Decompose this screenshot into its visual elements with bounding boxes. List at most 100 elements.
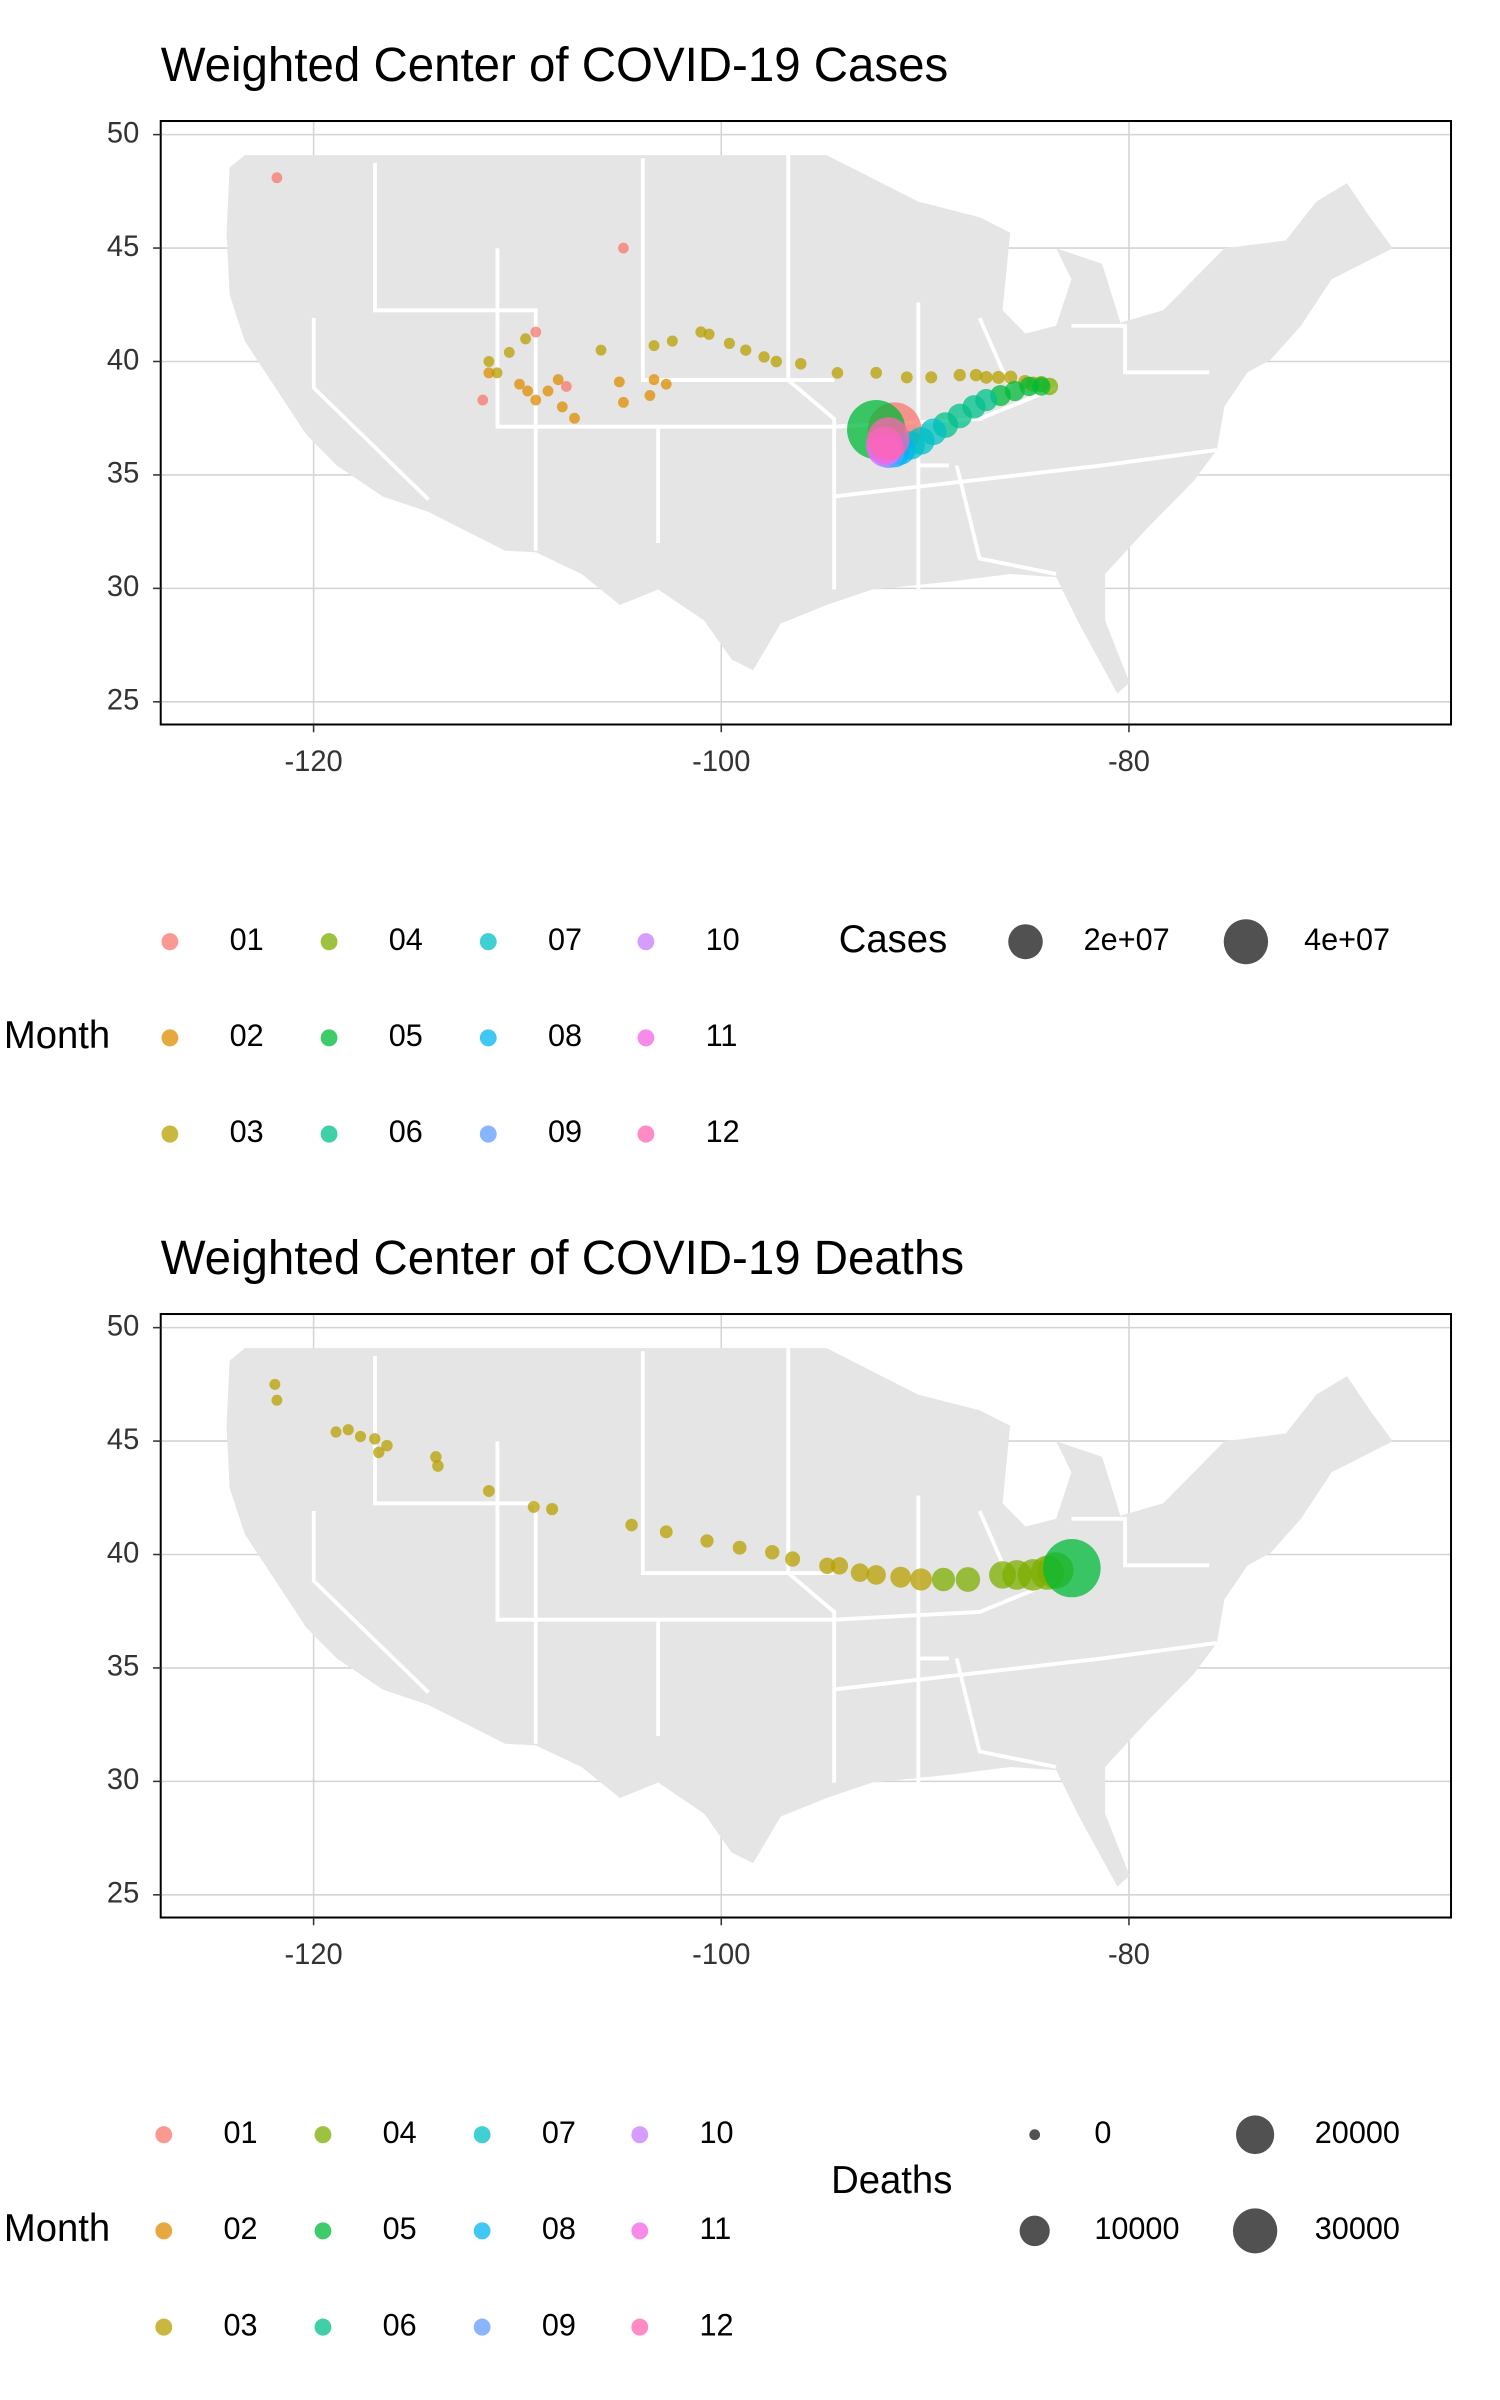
size-label: 0 (1094, 2115, 1111, 2150)
legend-swatch (473, 2222, 491, 2240)
point (618, 396, 629, 408)
point (969, 368, 983, 382)
point (758, 351, 770, 363)
point (765, 1544, 780, 1560)
x-tick-label: -100 (692, 746, 750, 778)
y-tick-label: 50 (107, 1310, 139, 1342)
map (226, 1346, 1393, 1887)
point (373, 1446, 385, 1459)
legend-label: 07 (548, 922, 582, 957)
legend-label: 01 (230, 922, 264, 957)
legend-label: 04 (383, 2115, 417, 2150)
point (1043, 1538, 1101, 1598)
legend-label: 12 (706, 1114, 740, 1149)
point (330, 1426, 342, 1438)
point (723, 337, 735, 349)
size-label: 10000 (1094, 2211, 1179, 2246)
point (866, 1565, 886, 1585)
point (430, 1451, 442, 1463)
point (618, 242, 629, 254)
legend-swatch (161, 933, 179, 951)
point (520, 333, 532, 345)
legend-label: 08 (548, 1018, 582, 1053)
point (560, 381, 572, 392)
legend-label: 02 (230, 1018, 264, 1053)
x-tick-label: -80 (1108, 746, 1150, 778)
map (226, 153, 1393, 694)
point (925, 371, 938, 384)
legend-label: 10 (706, 922, 740, 957)
point (979, 370, 993, 384)
legend-swatch (161, 1125, 179, 1143)
legend-label: 05 (389, 1018, 423, 1053)
legend-swatch (473, 2126, 491, 2144)
legend-swatch (320, 1125, 338, 1143)
point (703, 328, 715, 340)
panel-border (159, 120, 1453, 726)
legend: Month 01 02 03 04 05 06 07 08 09 10 11 12 Cases 2e+07 4… (4, 918, 1390, 1150)
point (770, 355, 782, 368)
point (870, 366, 883, 379)
point (732, 1540, 747, 1555)
y-tick-label: 25 (107, 684, 139, 716)
size-swatch (1008, 924, 1043, 960)
size-label: 2e+07 (1084, 922, 1170, 957)
point (660, 378, 672, 390)
panel: Weighted Center of COVID-19 Cases Month 0… (4, 39, 1453, 1150)
legend-swatch (637, 1125, 655, 1143)
legend-swatch (637, 1029, 655, 1047)
point (830, 1557, 849, 1575)
point (342, 1424, 354, 1436)
point (269, 1378, 281, 1390)
y-tick-label: 50 (107, 117, 139, 149)
y-tick-label: 40 (107, 1537, 139, 1569)
y-tick-label: 45 (107, 1424, 139, 1456)
y-tick-label: 45 (107, 231, 139, 263)
legend-title: Month (4, 2207, 110, 2250)
y-tick-label: 40 (107, 344, 139, 376)
legend: Month 01 02 03 04 05 06 07 08 09 10 11 12 Deaths 0 1000… (4, 2115, 1400, 2343)
point (546, 1503, 559, 1516)
legend-swatch (161, 1029, 179, 1047)
legend-label: 06 (389, 1114, 423, 1149)
point (910, 1568, 932, 1591)
size-swatch (1232, 2208, 1278, 2254)
point (432, 1460, 444, 1472)
point (666, 335, 678, 347)
point (503, 346, 515, 358)
legend-title: Month (4, 1014, 110, 1057)
legend-label: 11 (699, 2211, 731, 2246)
legend-swatch (479, 933, 497, 951)
legend-swatch (637, 933, 655, 951)
point (648, 340, 660, 352)
legend-swatch (314, 2318, 332, 2336)
point (271, 172, 283, 184)
legend-swatch (320, 933, 338, 951)
legend-label: 11 (706, 1018, 738, 1053)
legend-label: 05 (383, 2211, 417, 2246)
points (271, 172, 1059, 469)
legend-swatch (314, 2222, 332, 2240)
size-legend-title: Cases (839, 918, 947, 961)
size-swatch (1223, 919, 1269, 965)
legend-label: 10 (699, 2115, 733, 2150)
point (648, 374, 660, 386)
point (955, 1567, 981, 1592)
y-tick-label: 30 (107, 571, 139, 603)
size-swatch (1029, 2129, 1041, 2141)
x-tick-label: -100 (692, 1939, 750, 1971)
legend-swatch (314, 2126, 332, 2144)
point (953, 368, 966, 382)
legend-label: 04 (389, 922, 423, 957)
point (530, 326, 542, 338)
point (530, 394, 542, 406)
point (700, 1534, 714, 1548)
point (867, 417, 910, 461)
x-tick-label: -80 (1108, 1939, 1150, 1971)
point (931, 1567, 956, 1592)
point (992, 370, 1005, 384)
chart-title: Weighted Center of COVID-19 Deaths (161, 1232, 964, 1285)
point (659, 1525, 673, 1539)
point (795, 357, 807, 370)
legend-label: 01 (223, 2115, 257, 2150)
